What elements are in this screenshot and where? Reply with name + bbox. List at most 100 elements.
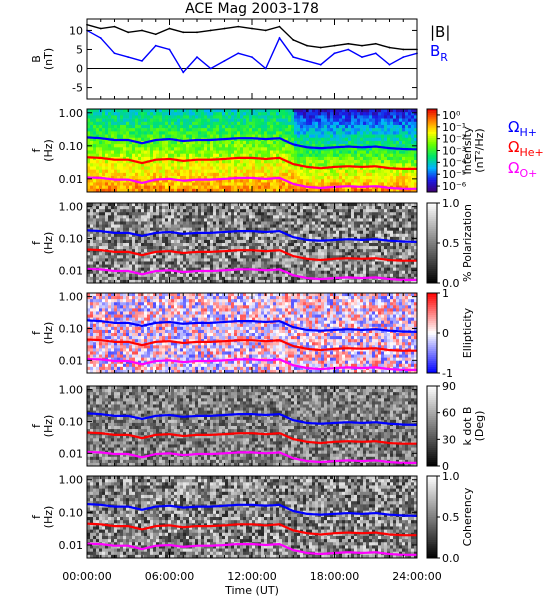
heatmap-cell	[279, 179, 283, 183]
heatmap-cell	[180, 131, 184, 135]
heatmap-cell	[393, 156, 397, 161]
heatmap-cell	[114, 188, 118, 193]
heatmap-cell	[201, 203, 205, 207]
heatmap-cell	[153, 156, 157, 161]
heatmap-cell	[87, 270, 91, 275]
heatmap-cell	[201, 276, 205, 281]
heatmap-cell	[279, 212, 283, 216]
heatmap-cell	[195, 185, 199, 190]
heatmap-cell	[213, 128, 217, 132]
heatmap-cell	[330, 137, 334, 142]
heatmap-cell	[135, 206, 139, 210]
heatmap-cell	[264, 124, 268, 129]
heatmap-cell	[414, 156, 418, 161]
heatmap-cell	[135, 109, 139, 113]
heatmap-cell	[129, 163, 133, 167]
heatmap-cell	[399, 124, 403, 129]
heatmap-cell	[150, 169, 154, 174]
colorbar-cell	[427, 189, 437, 193]
heatmap-cell	[234, 188, 238, 193]
heatmap-cell	[189, 163, 193, 167]
heatmap-cell	[396, 112, 400, 116]
heatmap-cell	[213, 121, 217, 126]
heatmap-cell	[168, 121, 172, 126]
heatmap-cell	[102, 243, 106, 247]
heatmap-cell	[288, 169, 292, 174]
heatmap-cell	[198, 166, 202, 170]
heatmap-cell	[294, 124, 298, 129]
heatmap-cell	[291, 185, 295, 190]
heatmap-cell	[393, 124, 397, 129]
heatmap-cell	[306, 163, 310, 167]
heatmap-cell	[318, 134, 322, 139]
heatmap-cell	[402, 169, 406, 174]
heatmap-cell	[219, 176, 223, 180]
heatmap-cell	[243, 224, 247, 228]
heatmap-cell	[279, 255, 283, 259]
heatmap-cell	[180, 243, 184, 247]
heatmap-cell	[249, 255, 253, 259]
heatmap-cell	[393, 160, 397, 164]
heatmap-cell	[108, 212, 112, 216]
heatmap-cell	[150, 267, 154, 271]
heatmap-cell	[222, 140, 226, 145]
heatmap-cell	[255, 172, 259, 177]
heatmap-cell	[234, 221, 238, 225]
heatmap-cell	[255, 243, 259, 247]
heatmap-cell	[255, 255, 259, 259]
heatmap-cell	[246, 279, 250, 284]
heatmap-cell	[162, 112, 166, 116]
heatmap-cell	[156, 252, 160, 256]
heatmap-cell	[414, 153, 418, 158]
heatmap-cell	[120, 144, 124, 148]
heatmap-cell	[153, 255, 157, 259]
heatmap-cell	[294, 243, 298, 247]
heatmap-cell	[288, 131, 292, 135]
heatmap-cell	[327, 137, 331, 142]
heatmap-cell	[240, 252, 244, 256]
heatmap-cell	[285, 185, 289, 190]
heatmap-cell	[174, 206, 178, 210]
heatmap-cell	[273, 115, 277, 119]
heatmap-cell	[306, 144, 310, 148]
heatmap-cell	[294, 239, 298, 244]
heatmap-cell	[285, 109, 289, 113]
heatmap-cell	[246, 169, 250, 174]
heatmap-cell	[354, 166, 358, 170]
heatmap-cell	[156, 218, 160, 222]
heatmap-cell	[246, 264, 250, 268]
heatmap-cell	[279, 115, 283, 119]
heatmap-cell	[204, 206, 208, 210]
heatmap-cell	[366, 176, 370, 180]
heatmap-cell	[168, 246, 172, 250]
heatmap-cell	[93, 264, 97, 268]
heatmap-cell	[342, 124, 346, 129]
heatmap-cell	[285, 176, 289, 180]
heatmap-cell	[195, 134, 199, 139]
heatmap-cell	[267, 206, 271, 210]
heatmap-cell	[282, 233, 286, 238]
heatmap-cell	[234, 227, 238, 231]
heatmap-cell	[159, 182, 163, 186]
heatmap-cell	[132, 176, 136, 180]
heatmap-cell	[294, 179, 298, 183]
colorbar-cell	[427, 109, 437, 112]
heatmap-cell	[183, 264, 187, 268]
heatmap-cell	[114, 258, 118, 262]
heatmap-cell	[252, 172, 256, 177]
heatmap-cell	[180, 239, 184, 244]
heatmap-cell	[282, 246, 286, 250]
heatmap-cell	[225, 212, 229, 216]
heatmap-cell	[111, 169, 115, 174]
heatmap-cell	[261, 128, 265, 132]
heatmap-cell	[309, 147, 313, 151]
heatmap-cell	[267, 246, 271, 250]
heatmap-cell	[330, 188, 334, 193]
heatmap-cell	[312, 140, 316, 145]
heatmap-cell	[240, 255, 244, 259]
heatmap-cell	[105, 212, 109, 216]
heatmap-cell	[207, 153, 211, 158]
heatmap-cell	[144, 261, 148, 265]
heatmap-cell	[186, 121, 190, 126]
heatmap-cell	[261, 236, 265, 241]
